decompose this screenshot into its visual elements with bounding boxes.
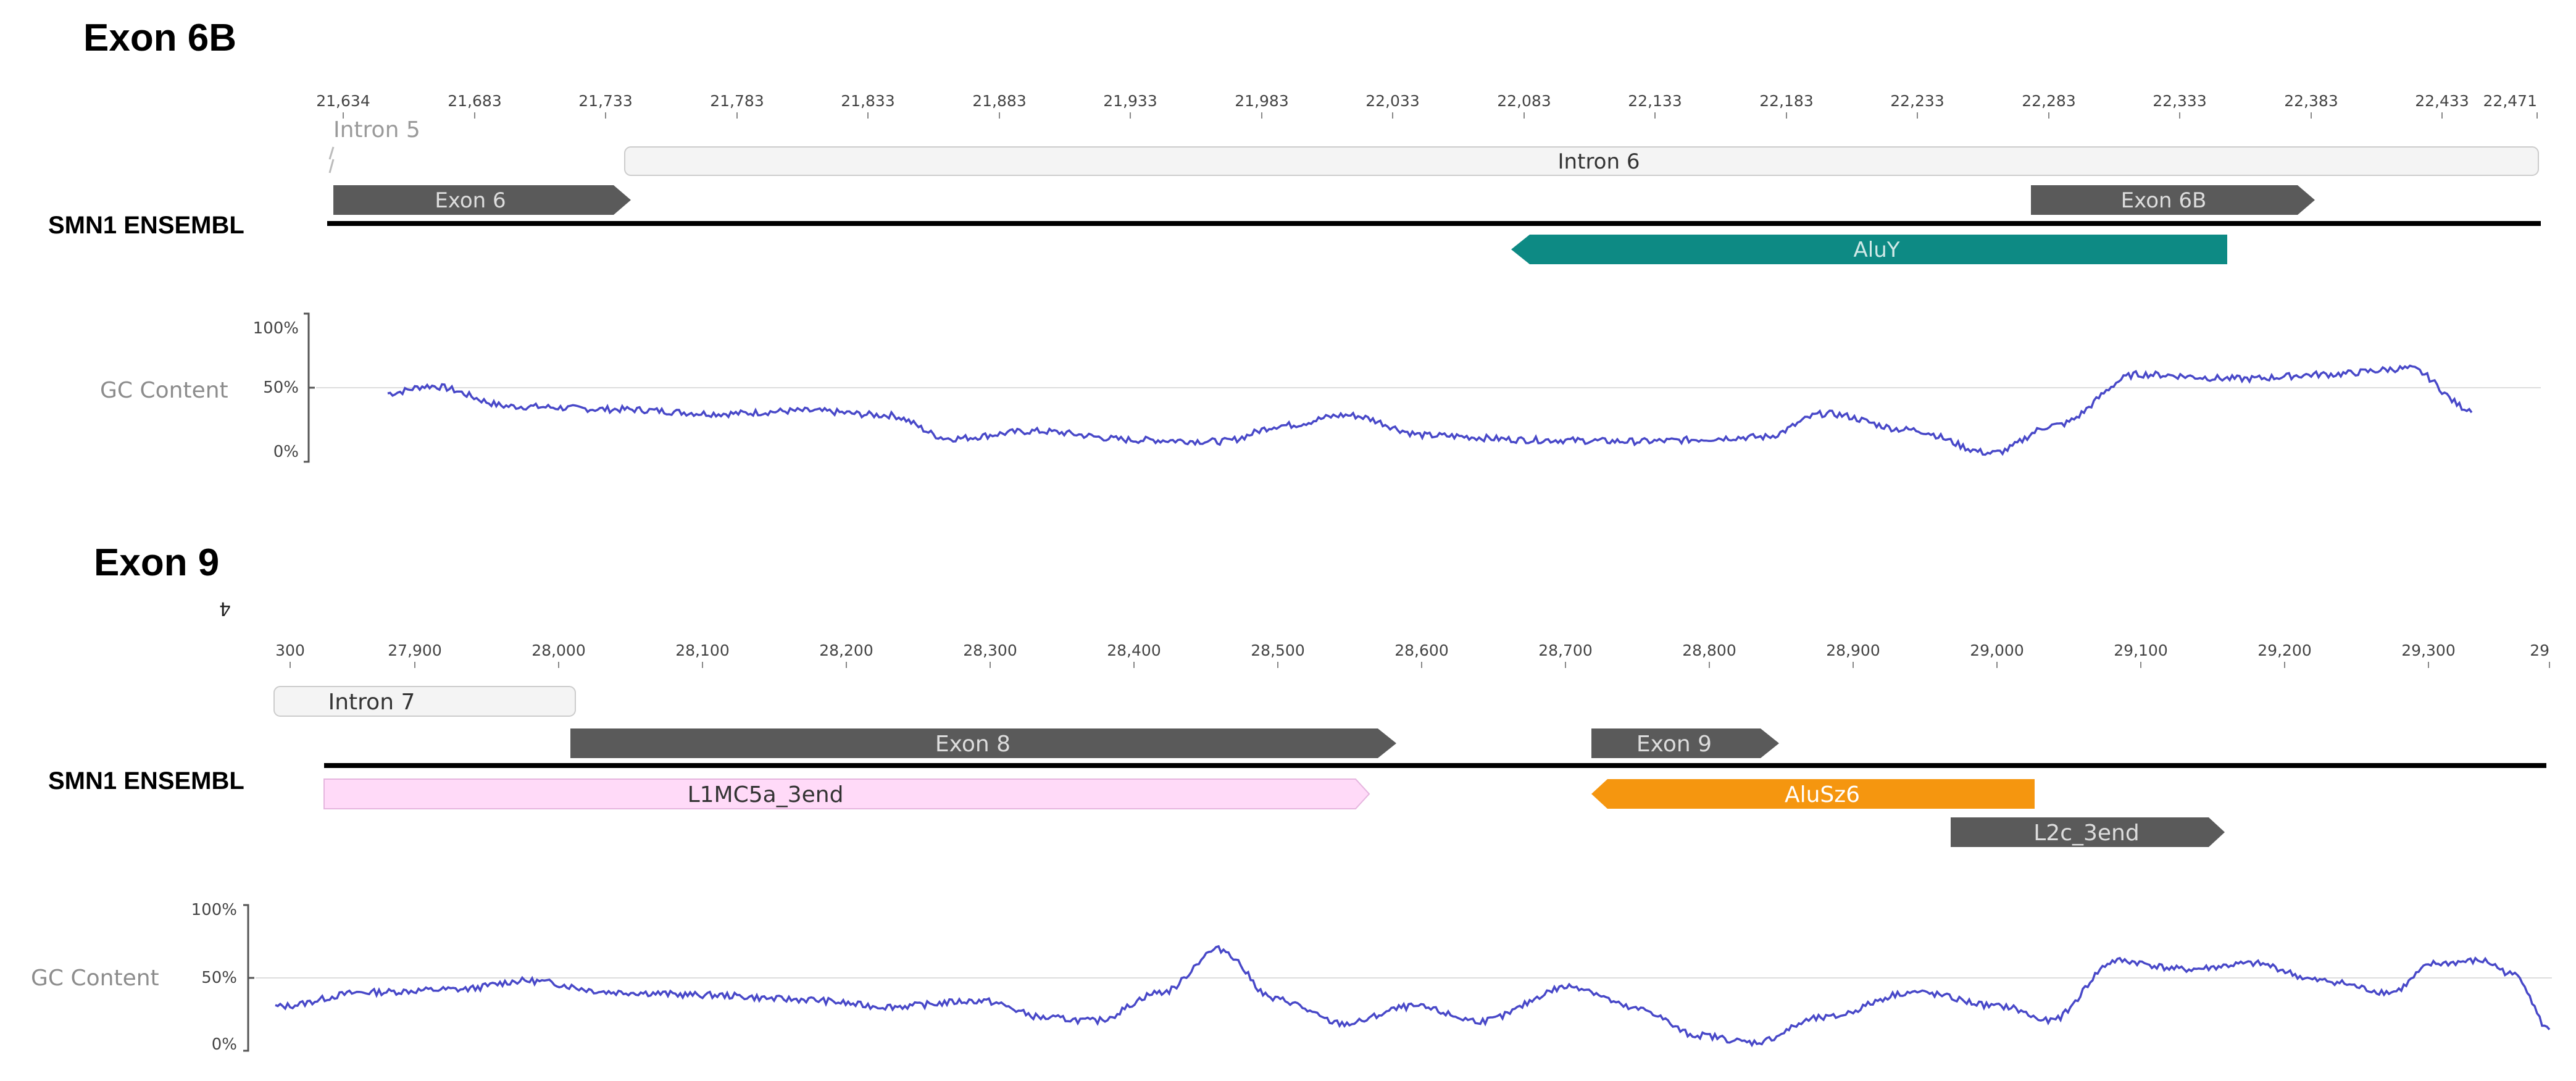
- ruler-tick-label: 28,700: [1538, 641, 1592, 659]
- alusz6-label: AluSz6: [1785, 782, 1860, 808]
- ruler-tick-label: 29,200: [2257, 641, 2311, 659]
- gc-0-label: 0%: [273, 443, 299, 461]
- ruler-tick-label: 29,000: [1970, 641, 2024, 659]
- ruler-tick-label: 28,500: [1251, 641, 1304, 659]
- exon-6b-feature[interactable]: Exon 6B: [2031, 185, 2315, 215]
- aluy-label: AluY: [1853, 238, 1899, 262]
- exon-6-bar: [333, 185, 631, 215]
- ruler-tick-label: 22,133: [1628, 92, 1682, 110]
- ruler-tick-label: 29,100: [2114, 641, 2167, 659]
- ruler-tick-label: 28,800: [1682, 641, 1736, 659]
- ruler: 300 27,900 28,000 28,100 28,200 28,300 28,400 2…: [275, 641, 2550, 668]
- ruler-tick-label: 28,900: [1826, 641, 1880, 659]
- gc-content-label: GC Content: [100, 378, 228, 403]
- gc-content-track: GC Content 100% 50% 0%: [100, 312, 2541, 463]
- panel-exon-6b: Exon 6B 21,634 21,683 21,733 21,783 21,833 21…: [48, 17, 2541, 463]
- aluy-feature[interactable]: AluY: [1511, 235, 2227, 264]
- ruler-tick-label: 22,083: [1497, 92, 1551, 110]
- exon-9-label: Exon 9: [1636, 732, 1712, 757]
- l2c-label: L2c_3end: [2033, 820, 2139, 846]
- gc-100-label: 100%: [191, 901, 237, 919]
- ruler-tick-label: 21,883: [972, 92, 1026, 110]
- ruler-tick-label: 300: [275, 641, 305, 659]
- l1mc5a-bar: [323, 778, 1370, 809]
- track-line: [327, 221, 2541, 226]
- ruler-tick-label: 27,900: [388, 641, 441, 659]
- ruler-tick-label: 21,933: [1103, 92, 1157, 110]
- intron-5-label: Intron 5: [333, 117, 420, 143]
- exon-8-bar: [570, 728, 1396, 758]
- intron-6-label: Intron 6: [1558, 149, 1640, 174]
- ruler-tick-label: 21,783: [710, 92, 764, 110]
- exon-6b-bar: [2031, 185, 2315, 215]
- gc-content-label: GC Content: [31, 966, 159, 991]
- intron-6-bar: [624, 146, 2539, 176]
- exon-9-feature[interactable]: Exon 9: [1591, 728, 1779, 758]
- gc-content-line: [275, 945, 2551, 1048]
- alusz6-bar: [1591, 779, 2035, 809]
- gc-0-label: 0%: [212, 1035, 237, 1054]
- l1mc5a-label: L1MC5a_3end: [688, 782, 844, 808]
- ruler-tick-label: 22,433: [2415, 92, 2469, 110]
- l1mc5a-feature[interactable]: L1MC5a_3end: [323, 778, 1370, 809]
- panel-title: Exon 6B: [83, 17, 236, 59]
- intron-7-label: Intron 7: [328, 690, 415, 715]
- aluy-bar: [1511, 235, 2227, 264]
- ruler-tick-label: 28,600: [1394, 641, 1448, 659]
- track-label: SMN1 ENSEMBL: [48, 767, 244, 795]
- gc-axis: [304, 312, 310, 463]
- ruler-tick-label: 22,383: [2284, 92, 2338, 110]
- ruler-tick-label: 28,200: [819, 641, 873, 659]
- ruler-tick-label: 22,471: [2483, 92, 2537, 110]
- exon-6b-label: Exon 6B: [2121, 188, 2207, 213]
- track-line: [324, 763, 2546, 768]
- ruler-tick-label: 22,183: [1759, 92, 1813, 110]
- alusz6-feature[interactable]: AluSz6: [1591, 779, 2035, 809]
- gc-content-track: GC Content 100% 50% 0%: [31, 901, 2552, 1054]
- exon-9-bar: [1591, 728, 1779, 758]
- exon-6-label: Exon 6: [435, 188, 506, 213]
- ruler-tick-label: 28,000: [531, 641, 585, 659]
- gc-100-label: 100%: [253, 319, 299, 338]
- gc-50-label: 50%: [263, 378, 299, 397]
- ruler-tick-label: 21,833: [841, 92, 894, 110]
- ruler-tick-label: 28,300: [963, 641, 1017, 659]
- ruler-tick-label: 22,333: [2153, 92, 2206, 110]
- exon-8-feature[interactable]: Exon 8: [570, 728, 1396, 758]
- ruler-tick-label: 28,400: [1107, 641, 1161, 659]
- intron-6-feature[interactable]: Intron 6: [624, 146, 2539, 176]
- panel-exon-9: Exon 9 4 300 27,900 28,000 28,100 28,200 28,3…: [31, 541, 2552, 1054]
- ruler-tick-label: 21,683: [448, 92, 501, 110]
- ruler-tick-label: 29,300: [2401, 641, 2455, 659]
- l2c-bar: [1951, 817, 2225, 847]
- intron-5-stub: [328, 159, 335, 173]
- ruler-tick-label: 21,983: [1235, 92, 1288, 110]
- ruler: 21,634 21,683 21,733 21,783 21,833 21,883 21,9…: [316, 92, 2538, 119]
- exon-6-feature[interactable]: Exon 6: [333, 185, 631, 215]
- ruler-tick-label: 29: [2530, 641, 2549, 659]
- gc-content-line: [387, 364, 2473, 456]
- ruler-tick-label: 21,733: [578, 92, 632, 110]
- gc-50-label: 50%: [201, 969, 237, 987]
- ruler-tick-label: 22,233: [1890, 92, 1944, 110]
- panel-title: Exon 9: [94, 541, 219, 584]
- ruler-tick-label: 21,634: [316, 92, 370, 110]
- ruler-tick-label: 22,033: [1365, 92, 1419, 110]
- track-label: SMN1 ENSEMBL: [48, 212, 244, 239]
- ruler-tick-label: 22,283: [2022, 92, 2075, 110]
- rotated-fragment: 4: [219, 598, 231, 619]
- exon-8-label: Exon 8: [935, 732, 1011, 757]
- l2c-feature[interactable]: L2c_3end: [1951, 817, 2225, 847]
- gc-axis: [243, 904, 249, 1052]
- intron-7-bar: [273, 686, 576, 717]
- intron-5-stub: [328, 146, 335, 160]
- ruler-tick-label: 28,100: [675, 641, 729, 659]
- intron-7-feature[interactable]: Intron 7: [273, 686, 576, 717]
